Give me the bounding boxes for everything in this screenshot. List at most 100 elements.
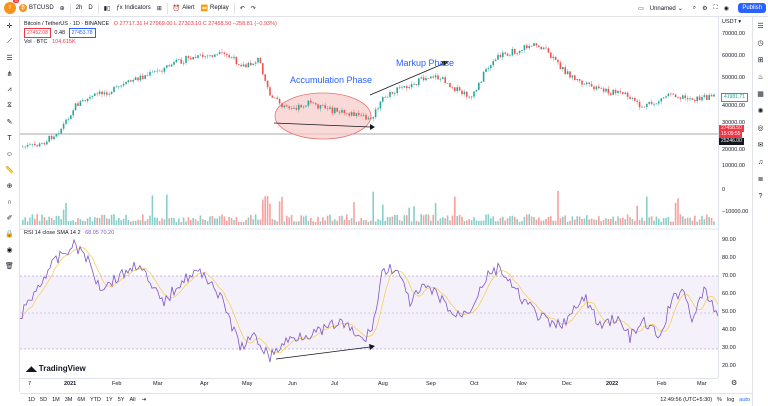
rsi-axis-label: 50.00 bbox=[722, 309, 736, 315]
undo-button[interactable]: ↶ bbox=[237, 0, 248, 17]
symbol-search-button[interactable]: ₿ BTCUSD bbox=[16, 0, 57, 17]
projection-tool[interactable]: ⧖ bbox=[5, 101, 15, 111]
range-button-3m[interactable]: 3M bbox=[64, 397, 73, 403]
fullscreen-icon: ⛶ bbox=[713, 5, 718, 11]
rsi-axis-label: 60.00 bbox=[722, 291, 736, 297]
pattern-tool[interactable]: ⩘ bbox=[5, 85, 15, 95]
rsi-arrow[interactable] bbox=[275, 346, 371, 360]
divider bbox=[69, 2, 71, 14]
alerts-button[interactable]: ◷ bbox=[756, 38, 766, 48]
go-to-date-icon[interactable]: ⇥ bbox=[141, 397, 147, 403]
hide-tool[interactable]: ◉ bbox=[5, 245, 15, 255]
range-button-1m[interactable]: 1M bbox=[52, 397, 60, 403]
chart-canvas[interactable] bbox=[20, 17, 718, 378]
price-axis[interactable]: USDT ▾ 70000.00 60000.00 50000.00 41981.… bbox=[718, 17, 752, 378]
camera-icon: ◉ bbox=[723, 6, 729, 12]
axis-settings-button[interactable]: ⚙ bbox=[731, 379, 737, 387]
pencil-lock-icon: ✐ bbox=[6, 215, 13, 222]
chart-pane[interactable]: Bitcoin / TetherUS · 1D · BINANCE O 2771… bbox=[20, 17, 718, 378]
accumulation-arrow[interactable] bbox=[273, 122, 371, 128]
magnet-tool[interactable]: ∩ bbox=[5, 197, 15, 207]
clock-label[interactable]: 12:49:56 (UTC+5:30) bbox=[660, 397, 713, 403]
publish-button[interactable]: Publish bbox=[738, 3, 766, 13]
templates-button[interactable]: ⊞ bbox=[154, 0, 165, 17]
stay-drawing-tool[interactable]: ✐ bbox=[5, 213, 15, 223]
calendar-button[interactable]: ▦ bbox=[756, 89, 766, 99]
sell-button[interactable]: 27452.08 bbox=[24, 28, 51, 38]
auto-toggle[interactable]: auto bbox=[739, 397, 750, 403]
alert-button[interactable]: ⏰ Alert bbox=[172, 5, 195, 12]
rsi-axis-label: 80.00 bbox=[722, 255, 736, 261]
range-button-5d[interactable]: 5D bbox=[40, 397, 48, 403]
horizontal-line-tool[interactable]: ☰ bbox=[5, 53, 15, 63]
pitchfork-icon: ⋔ bbox=[6, 71, 13, 78]
gear-icon: ⚙ bbox=[731, 380, 738, 387]
compare-button[interactable]: ⊕ bbox=[57, 0, 68, 17]
interval-dropdown[interactable]: D bbox=[88, 5, 93, 11]
chat-icon: ✉ bbox=[757, 142, 764, 149]
markup-label[interactable]: Markup Phase bbox=[396, 58, 455, 68]
range-button-5y[interactable]: 5Y bbox=[117, 397, 125, 403]
rsi-line bbox=[20, 238, 718, 363]
notification-badge: 11 bbox=[13, 0, 19, 3]
snapshot-button[interactable]: ◉ bbox=[721, 0, 732, 17]
ruler-tool[interactable]: 📏 bbox=[5, 165, 15, 175]
accumulation-ellipse[interactable] bbox=[274, 92, 372, 140]
percent-toggle[interactable]: % bbox=[717, 397, 722, 403]
ideas-button[interactable]: ✺ bbox=[756, 106, 766, 116]
lock-tool[interactable]: 🔒 bbox=[5, 229, 15, 239]
watchlist-button[interactable]: ☰ bbox=[756, 21, 766, 31]
chart-type-button[interactable]: ▮▯ bbox=[101, 0, 114, 17]
bid-ask-row: 27452.08 0.48 27453.78 bbox=[24, 28, 277, 38]
projection-icon: ⧖ bbox=[7, 102, 12, 109]
price-label: 60000.00 bbox=[722, 53, 745, 59]
brush-tool[interactable]: ✎ bbox=[5, 117, 15, 127]
time-axis-label: 2022 bbox=[606, 381, 619, 387]
indicators-button[interactable]: ƒx Indicators bbox=[116, 5, 151, 11]
user-avatar[interactable]: T 11 bbox=[4, 0, 19, 14]
chats-button[interactable]: ✉ bbox=[756, 140, 766, 150]
emoji-tool[interactable]: ☺ bbox=[5, 149, 15, 159]
interval-button[interactable]: 2h bbox=[75, 5, 83, 11]
layout-name-button[interactable]: Unnamed ⌄ bbox=[649, 5, 683, 13]
quick-search-button[interactable]: ⌕ bbox=[690, 0, 699, 17]
crosshair-tool[interactable]: ✛ bbox=[5, 21, 15, 31]
pitchfork-tool[interactable]: ⋔ bbox=[5, 69, 15, 79]
help-button[interactable]: ? bbox=[756, 191, 766, 201]
redo-button[interactable]: ↷ bbox=[248, 0, 259, 17]
hotlist-button[interactable]: ♨ bbox=[756, 72, 766, 82]
zoom-tool[interactable]: ⊕ bbox=[5, 181, 15, 191]
settings-button[interactable]: ⚙ bbox=[699, 0, 710, 17]
notifications-button[interactable]: ♫ bbox=[756, 157, 766, 167]
markup-arrow[interactable] bbox=[369, 62, 446, 96]
time-axis-label: Jul bbox=[331, 381, 339, 387]
buy-button[interactable]: 27453.78 bbox=[68, 28, 96, 38]
top-toolbar-right: ▭ Unnamed ⌄ ⌕ ⚙ ⛶ ◉ bbox=[635, 0, 768, 17]
order-panel-button[interactable]: ≣ bbox=[756, 174, 766, 184]
currency-selector[interactable]: USDT ▾ bbox=[722, 19, 742, 25]
replay-button[interactable]: ⏪ Replay bbox=[200, 5, 229, 12]
range-button-1y[interactable]: 1Y bbox=[105, 397, 113, 403]
trendline-tool[interactable]: ⟋ bbox=[5, 37, 15, 47]
grid-icon: ⊞ bbox=[757, 57, 764, 64]
text-tool[interactable]: T bbox=[5, 133, 15, 143]
log-toggle[interactable]: log bbox=[726, 397, 735, 403]
right-sidebar: ☰ ◷ ⊞ ♨ ▦ ✺ ◎ ✉ ♫ ≣ ? bbox=[752, 17, 768, 406]
data-window-button[interactable]: ⊞ bbox=[756, 55, 766, 65]
ohlc-values: O 27717.31 H 27969.00 L 27303.10 C 27458… bbox=[113, 21, 277, 27]
time-axis[interactable]: 7 2021 Feb Mar Apr May Jun Jul Aug Sep Oct Nov Dec 20… bbox=[20, 378, 718, 390]
zigzag-icon: ⩘ bbox=[7, 86, 12, 93]
accumulation-label[interactable]: Accumulation Phase bbox=[290, 75, 373, 85]
layout-icon-button[interactable]: ▭ bbox=[635, 0, 647, 17]
undo-icon: ↶ bbox=[239, 5, 245, 12]
rsi-band bbox=[20, 276, 718, 349]
range-button-6m[interactable]: 6M bbox=[77, 397, 85, 403]
price-label: 40000.00 bbox=[722, 103, 745, 109]
streams-button[interactable]: ◎ bbox=[756, 123, 766, 133]
range-button-1d[interactable]: 1D bbox=[28, 397, 36, 403]
range-button-all[interactable]: All bbox=[129, 397, 136, 403]
fullscreen-button[interactable]: ⛶ bbox=[711, 0, 721, 17]
remove-tool[interactable]: 🗑 bbox=[5, 261, 15, 271]
range-button-ytd[interactable]: YTD bbox=[89, 397, 101, 403]
trendline-icon: ⟋ bbox=[7, 38, 12, 45]
